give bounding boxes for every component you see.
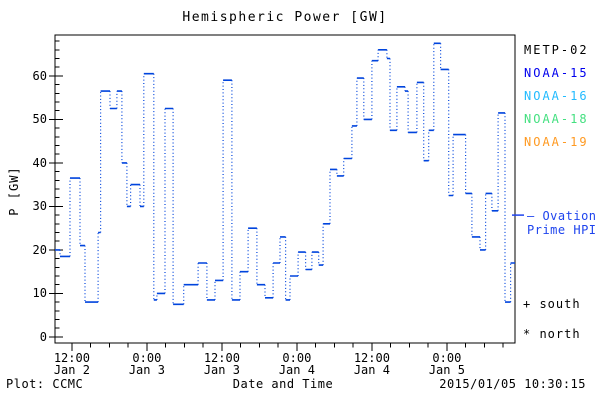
x-tick-date-label: Jan 4 xyxy=(278,363,315,377)
legend-item-noaa18: NOAA-18 xyxy=(524,112,589,126)
south-marker-label: + south xyxy=(523,297,581,311)
x-tick-time-label: 0:00 xyxy=(432,351,462,365)
y-tick-label: 30 xyxy=(32,199,47,214)
x-tick-date-label: Jan 3 xyxy=(203,363,240,377)
data-step-connectors xyxy=(59,43,512,305)
x-tick-time-label: 0:00 xyxy=(132,351,162,365)
y-tick-label: 40 xyxy=(32,155,47,170)
ovation-label-line1: — Ovation xyxy=(527,209,597,223)
y-tick-label: 10 xyxy=(32,286,47,301)
x-tick-time-label: 0:00 xyxy=(282,351,312,365)
y-tick-label: 20 xyxy=(32,242,47,257)
plot-timestamp: 2015/01/05 10:30:15 xyxy=(439,377,586,391)
x-tick-time-label: 12:00 xyxy=(203,351,240,365)
y-tick-label: 50 xyxy=(32,112,47,127)
data-step-segments xyxy=(55,42,515,306)
ovation-label-line2: Prime HPI xyxy=(527,223,597,237)
x-tick-time-label: 12:00 xyxy=(53,351,90,365)
x-tick-date-label: Jan 2 xyxy=(53,363,90,377)
legend-item-noaa16: NOAA-16 xyxy=(524,89,589,103)
y-tick-label: 0 xyxy=(39,329,47,344)
y-tick-label: 60 xyxy=(32,68,47,83)
north-marker-label: * north xyxy=(523,327,581,341)
plot-frame xyxy=(54,34,516,344)
x-tick-date-label: Jan 5 xyxy=(428,363,465,377)
legend-item-metp02: METP-02 xyxy=(524,43,589,57)
legend-item-noaa15: NOAA-15 xyxy=(524,66,589,80)
x-tick-date-label: Jan 4 xyxy=(353,363,390,377)
x-tick-time-label: 12:00 xyxy=(353,351,390,365)
x-tick-date-label: Jan 3 xyxy=(128,363,165,377)
plot-credit: Plot: CCMC xyxy=(6,377,84,391)
legend-item-noaa19: NOAA-19 xyxy=(524,135,589,149)
x-axis-title: Date and Time xyxy=(232,377,334,391)
axis-ticks xyxy=(49,40,504,351)
chart-title: Hemispheric Power [GW] xyxy=(182,10,388,25)
